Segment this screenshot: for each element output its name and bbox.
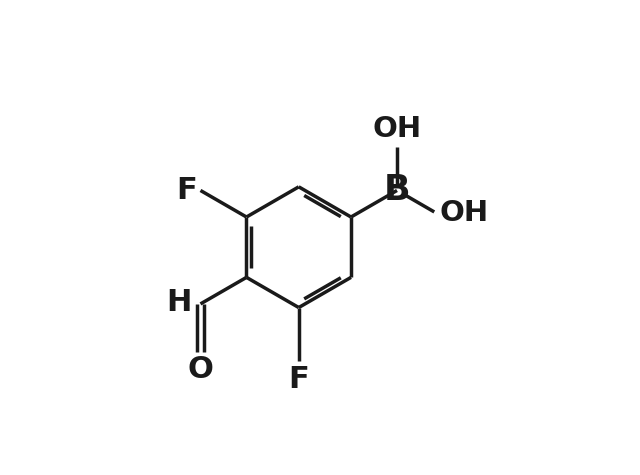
Text: H: H (166, 287, 191, 317)
Text: F: F (289, 365, 309, 394)
Text: F: F (176, 176, 197, 205)
Text: OH: OH (372, 115, 422, 143)
Text: OH: OH (439, 199, 488, 227)
Text: B: B (384, 173, 410, 208)
Text: O: O (188, 355, 213, 384)
